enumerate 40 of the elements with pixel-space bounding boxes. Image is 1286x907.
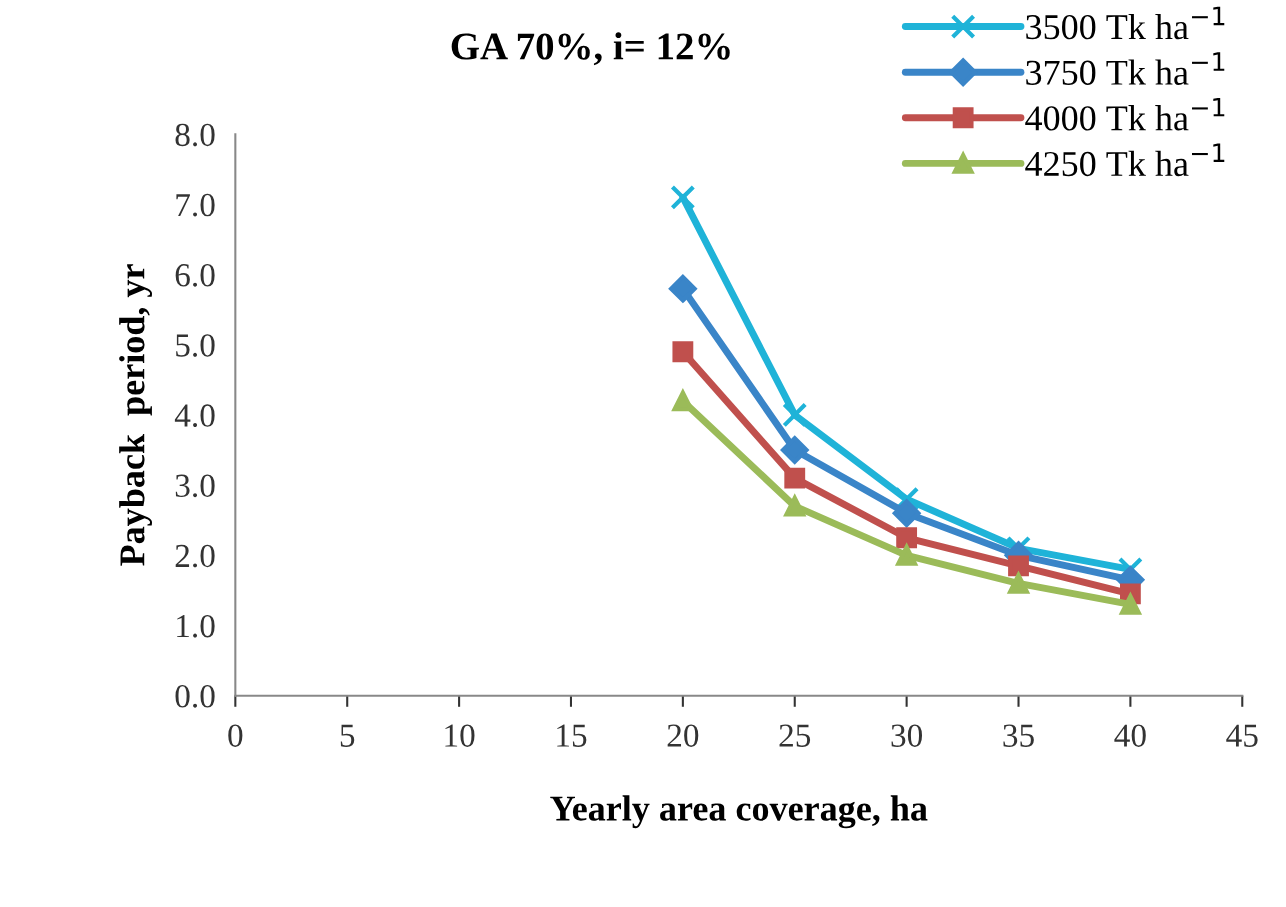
y-tick-label: 3.0 [175, 474, 215, 498]
y-tick-label: 7.0 [176, 193, 215, 217]
x-tick-label: 30 [891, 724, 923, 747]
y-tick-label: 1.0 [177, 614, 215, 638]
chart-title: GA 70%, i= 12% [451, 32, 730, 66]
x-tick-label: 20 [667, 724, 699, 747]
point [672, 341, 694, 363]
point [896, 527, 918, 549]
point [782, 402, 808, 428]
legend-label: 4250 Tk ha$^{−1}$ [1025, 143, 1225, 177]
y-tick-label: 4.0 [174, 404, 215, 427]
y-tick-label: 6.0 [175, 263, 215, 287]
point [1006, 570, 1030, 594]
x-tick-label: 45 [1226, 724, 1258, 747]
point [895, 542, 919, 566]
point [668, 274, 697, 303]
point [1008, 555, 1029, 577]
y-tick-label: 2.0 [175, 544, 215, 568]
legend-label: 3750 Tk ha$^{−1}$ [1026, 52, 1225, 85]
x-tick-label: 0 [228, 724, 243, 747]
legend-label: 4000 Tk ha$^{−1}$ [1025, 97, 1225, 131]
point [672, 390, 694, 412]
x-tick-label: 15 [557, 724, 587, 747]
point [670, 184, 696, 210]
point [784, 467, 806, 489]
y-tick-label: 8.0 [175, 123, 215, 147]
y-tick-label: 0.0 [175, 685, 215, 708]
point [892, 499, 921, 528]
x-tick-label: 35 [1003, 724, 1034, 747]
y-axis-title: Payback period, yr [119, 264, 152, 566]
x-tick-label: 40 [1114, 724, 1146, 747]
x-tick-label: 25 [779, 724, 811, 747]
point [780, 436, 809, 464]
point [783, 493, 807, 517]
x-axis-title: Yearly area coverage, ha [550, 795, 928, 829]
y-tick-label: 5.0 [176, 334, 215, 357]
x-tick-label: 10 [445, 724, 475, 747]
point [894, 486, 920, 512]
legend-label: 3500 Tk ha$^{−1}$ [1026, 6, 1225, 40]
x-tick-label: 5 [340, 724, 355, 747]
